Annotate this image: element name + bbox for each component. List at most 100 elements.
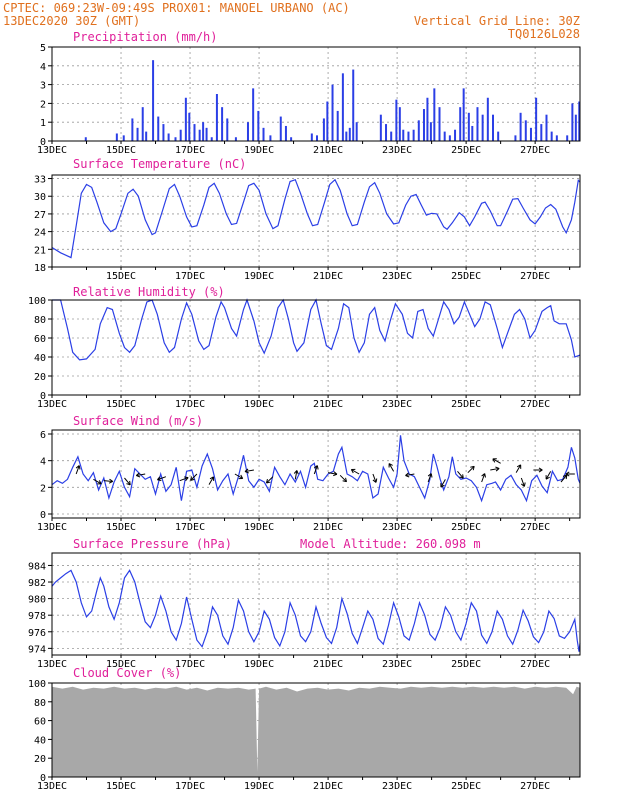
wind-arrow <box>545 471 552 480</box>
wind-arrow-head <box>495 468 500 472</box>
wind-arrow-head <box>75 465 80 469</box>
wind-arrow-head <box>523 482 526 487</box>
wind-arrow <box>75 465 81 475</box>
x-tick-label: 27DEC <box>520 145 550 156</box>
precip-bar <box>210 137 213 141</box>
precip-bar <box>497 131 500 141</box>
wind-arrow-shaft <box>481 473 486 483</box>
panel-2: 18 21 24 27 30 33 15DEC 17DEC 19DEC 21DEC 23DEC 25D… <box>34 157 581 282</box>
precip-bar <box>326 101 329 141</box>
y-tick-label: 4 <box>40 457 46 468</box>
precip-bar <box>545 114 548 141</box>
precip-bar <box>402 129 405 141</box>
wind-arrow-head <box>333 473 338 477</box>
y-tick-label: 6 <box>40 430 46 441</box>
precip-bar <box>157 116 160 141</box>
panel-6: 0 20 40 60 80 100 13DEC 15DEC 17DEC 19DEC 21DEC 23D… <box>28 666 581 792</box>
header-station: CPTEC: 069:23W-09:49S PROX01: MANOEL URB… <box>3 1 350 15</box>
wind-arrow-head <box>157 479 162 482</box>
x-tick-label: 25DEC <box>451 522 481 533</box>
wind-arrow-head <box>157 476 161 481</box>
wind-arrow-shaft <box>208 476 214 485</box>
precip-bar <box>574 114 577 141</box>
y-tick-label: 2 <box>40 99 46 110</box>
y-tick-label: 60 <box>34 334 46 345</box>
precip-bar <box>345 131 348 141</box>
precip-bar <box>316 135 318 141</box>
precip-bar <box>221 107 224 141</box>
x-tick-label: 21DEC <box>313 399 343 410</box>
x-tick-label: 13DEC <box>37 522 67 533</box>
wind-arrow-head <box>313 465 318 469</box>
x-tick-label: 13DEC <box>37 781 67 792</box>
wind-arrow <box>103 478 114 484</box>
y-tick-label: 40 <box>34 353 46 364</box>
wind-arrow-head <box>472 466 475 471</box>
panels: 0 1 2 3 4 5 13DEC 15DEC 17DEC 19DEC 21DEC 23DEC 25DE… <box>28 30 581 792</box>
precip-bar <box>492 114 494 141</box>
wind-arrow <box>533 467 543 473</box>
precip-bar <box>184 97 187 141</box>
header-grid-note: Vertical Grid Line: 30Z <box>414 14 580 28</box>
wind-arrow-shaft <box>124 477 131 486</box>
panel-5: 974 976 978 980 982 984 13DEC 15DEC 17DEC 19DEC 21… <box>28 537 581 670</box>
x-tick-label: 17DEC <box>175 271 205 282</box>
precip-bar <box>398 107 401 141</box>
x-tick-label: 21DEC <box>313 659 343 670</box>
wind-arrow-head <box>240 474 244 479</box>
wind-arrow-shaft <box>234 473 243 479</box>
precip-bar <box>429 122 432 141</box>
x-tick-label: 19DEC <box>244 781 274 792</box>
precip-bar <box>438 107 441 141</box>
wind-arrow-shaft <box>266 476 274 484</box>
wind-arrow <box>190 473 198 481</box>
panel-1: 0 1 2 3 4 5 13DEC 15DEC 17DEC 19DEC 21DEC 23DEC 25DE… <box>37 30 581 156</box>
wind-arrow <box>440 479 446 488</box>
wind-arrow-head <box>98 480 102 485</box>
precip-bar <box>426 97 429 141</box>
precip-bar <box>467 112 470 141</box>
x-tick-label: 15DEC <box>106 399 136 410</box>
y-tick-label: 982 <box>28 578 46 589</box>
wind-arrow <box>313 465 319 475</box>
wind-arrow-shaft <box>351 469 360 475</box>
precip-bar <box>262 127 265 141</box>
y-tick-label: 100 <box>28 296 46 307</box>
y-tick-label: 976 <box>28 628 46 639</box>
wind-arrow <box>457 471 464 479</box>
wind-arrow-head <box>405 475 410 478</box>
panel-3: 0 20 40 60 80 100 13DEC 15DEC 17DEC 19DEC 21DEC 23D… <box>28 285 581 410</box>
precip-bar <box>395 99 398 141</box>
wind-arrow-head <box>375 478 378 483</box>
precip-bar <box>550 131 553 141</box>
precip-bar <box>454 129 457 141</box>
wind-arrow-head <box>296 470 299 475</box>
x-tick-label: 25DEC <box>451 145 481 156</box>
wind-arrow-head <box>184 476 189 479</box>
wind-arrow-head <box>430 473 433 478</box>
precip-bar <box>174 137 177 141</box>
wind-arrow <box>157 476 167 482</box>
wind-arrow-shaft <box>490 467 500 471</box>
wind-arrow <box>124 477 131 486</box>
wind-arrow <box>481 473 486 483</box>
wind-arrow-head <box>495 466 500 469</box>
panel-frame <box>51 552 581 656</box>
wind-arrow-head <box>190 478 195 481</box>
series-line <box>51 435 581 503</box>
panel-title: Surface Temperature (nC) <box>73 157 246 171</box>
precip-bar <box>136 127 139 141</box>
wind-arrow-head <box>266 479 268 484</box>
x-tick-label: 27DEC <box>520 399 550 410</box>
precip-bar <box>529 127 532 141</box>
y-tick-label: 984 <box>28 561 46 572</box>
x-tick-label: 15DEC <box>106 145 136 156</box>
wind-arrow-head <box>350 469 354 474</box>
wind-arrow-head <box>565 471 570 475</box>
precip-bar <box>355 122 358 141</box>
precip-bar <box>226 118 229 141</box>
precip-bar <box>519 112 522 141</box>
wind-arrow <box>208 476 215 485</box>
precip-bar <box>540 124 543 141</box>
precip-bar <box>188 112 191 141</box>
